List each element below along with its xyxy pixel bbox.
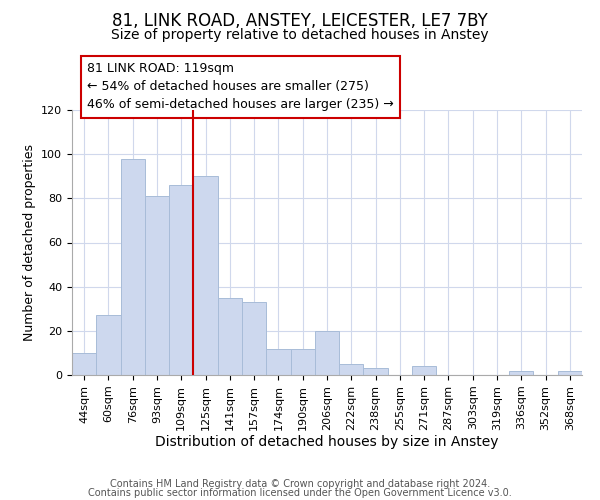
X-axis label: Distribution of detached houses by size in Anstey: Distribution of detached houses by size … bbox=[155, 436, 499, 450]
Bar bbox=[509, 370, 533, 375]
Bar bbox=[266, 348, 290, 375]
Bar bbox=[193, 176, 218, 375]
Bar bbox=[290, 348, 315, 375]
Bar bbox=[315, 331, 339, 375]
Bar bbox=[364, 368, 388, 375]
Bar bbox=[412, 366, 436, 375]
Bar bbox=[96, 316, 121, 375]
Bar bbox=[242, 302, 266, 375]
Bar bbox=[121, 158, 145, 375]
Bar bbox=[169, 185, 193, 375]
Bar bbox=[558, 370, 582, 375]
Text: Contains public sector information licensed under the Open Government Licence v3: Contains public sector information licen… bbox=[88, 488, 512, 498]
Bar bbox=[145, 196, 169, 375]
Text: Contains HM Land Registry data © Crown copyright and database right 2024.: Contains HM Land Registry data © Crown c… bbox=[110, 479, 490, 489]
Bar bbox=[72, 353, 96, 375]
Bar bbox=[218, 298, 242, 375]
Text: 81 LINK ROAD: 119sqm
← 54% of detached houses are smaller (275)
46% of semi-deta: 81 LINK ROAD: 119sqm ← 54% of detached h… bbox=[88, 62, 394, 112]
Y-axis label: Number of detached properties: Number of detached properties bbox=[23, 144, 35, 341]
Text: Size of property relative to detached houses in Anstey: Size of property relative to detached ho… bbox=[111, 28, 489, 42]
Bar bbox=[339, 364, 364, 375]
Text: 81, LINK ROAD, ANSTEY, LEICESTER, LE7 7BY: 81, LINK ROAD, ANSTEY, LEICESTER, LE7 7B… bbox=[112, 12, 488, 30]
